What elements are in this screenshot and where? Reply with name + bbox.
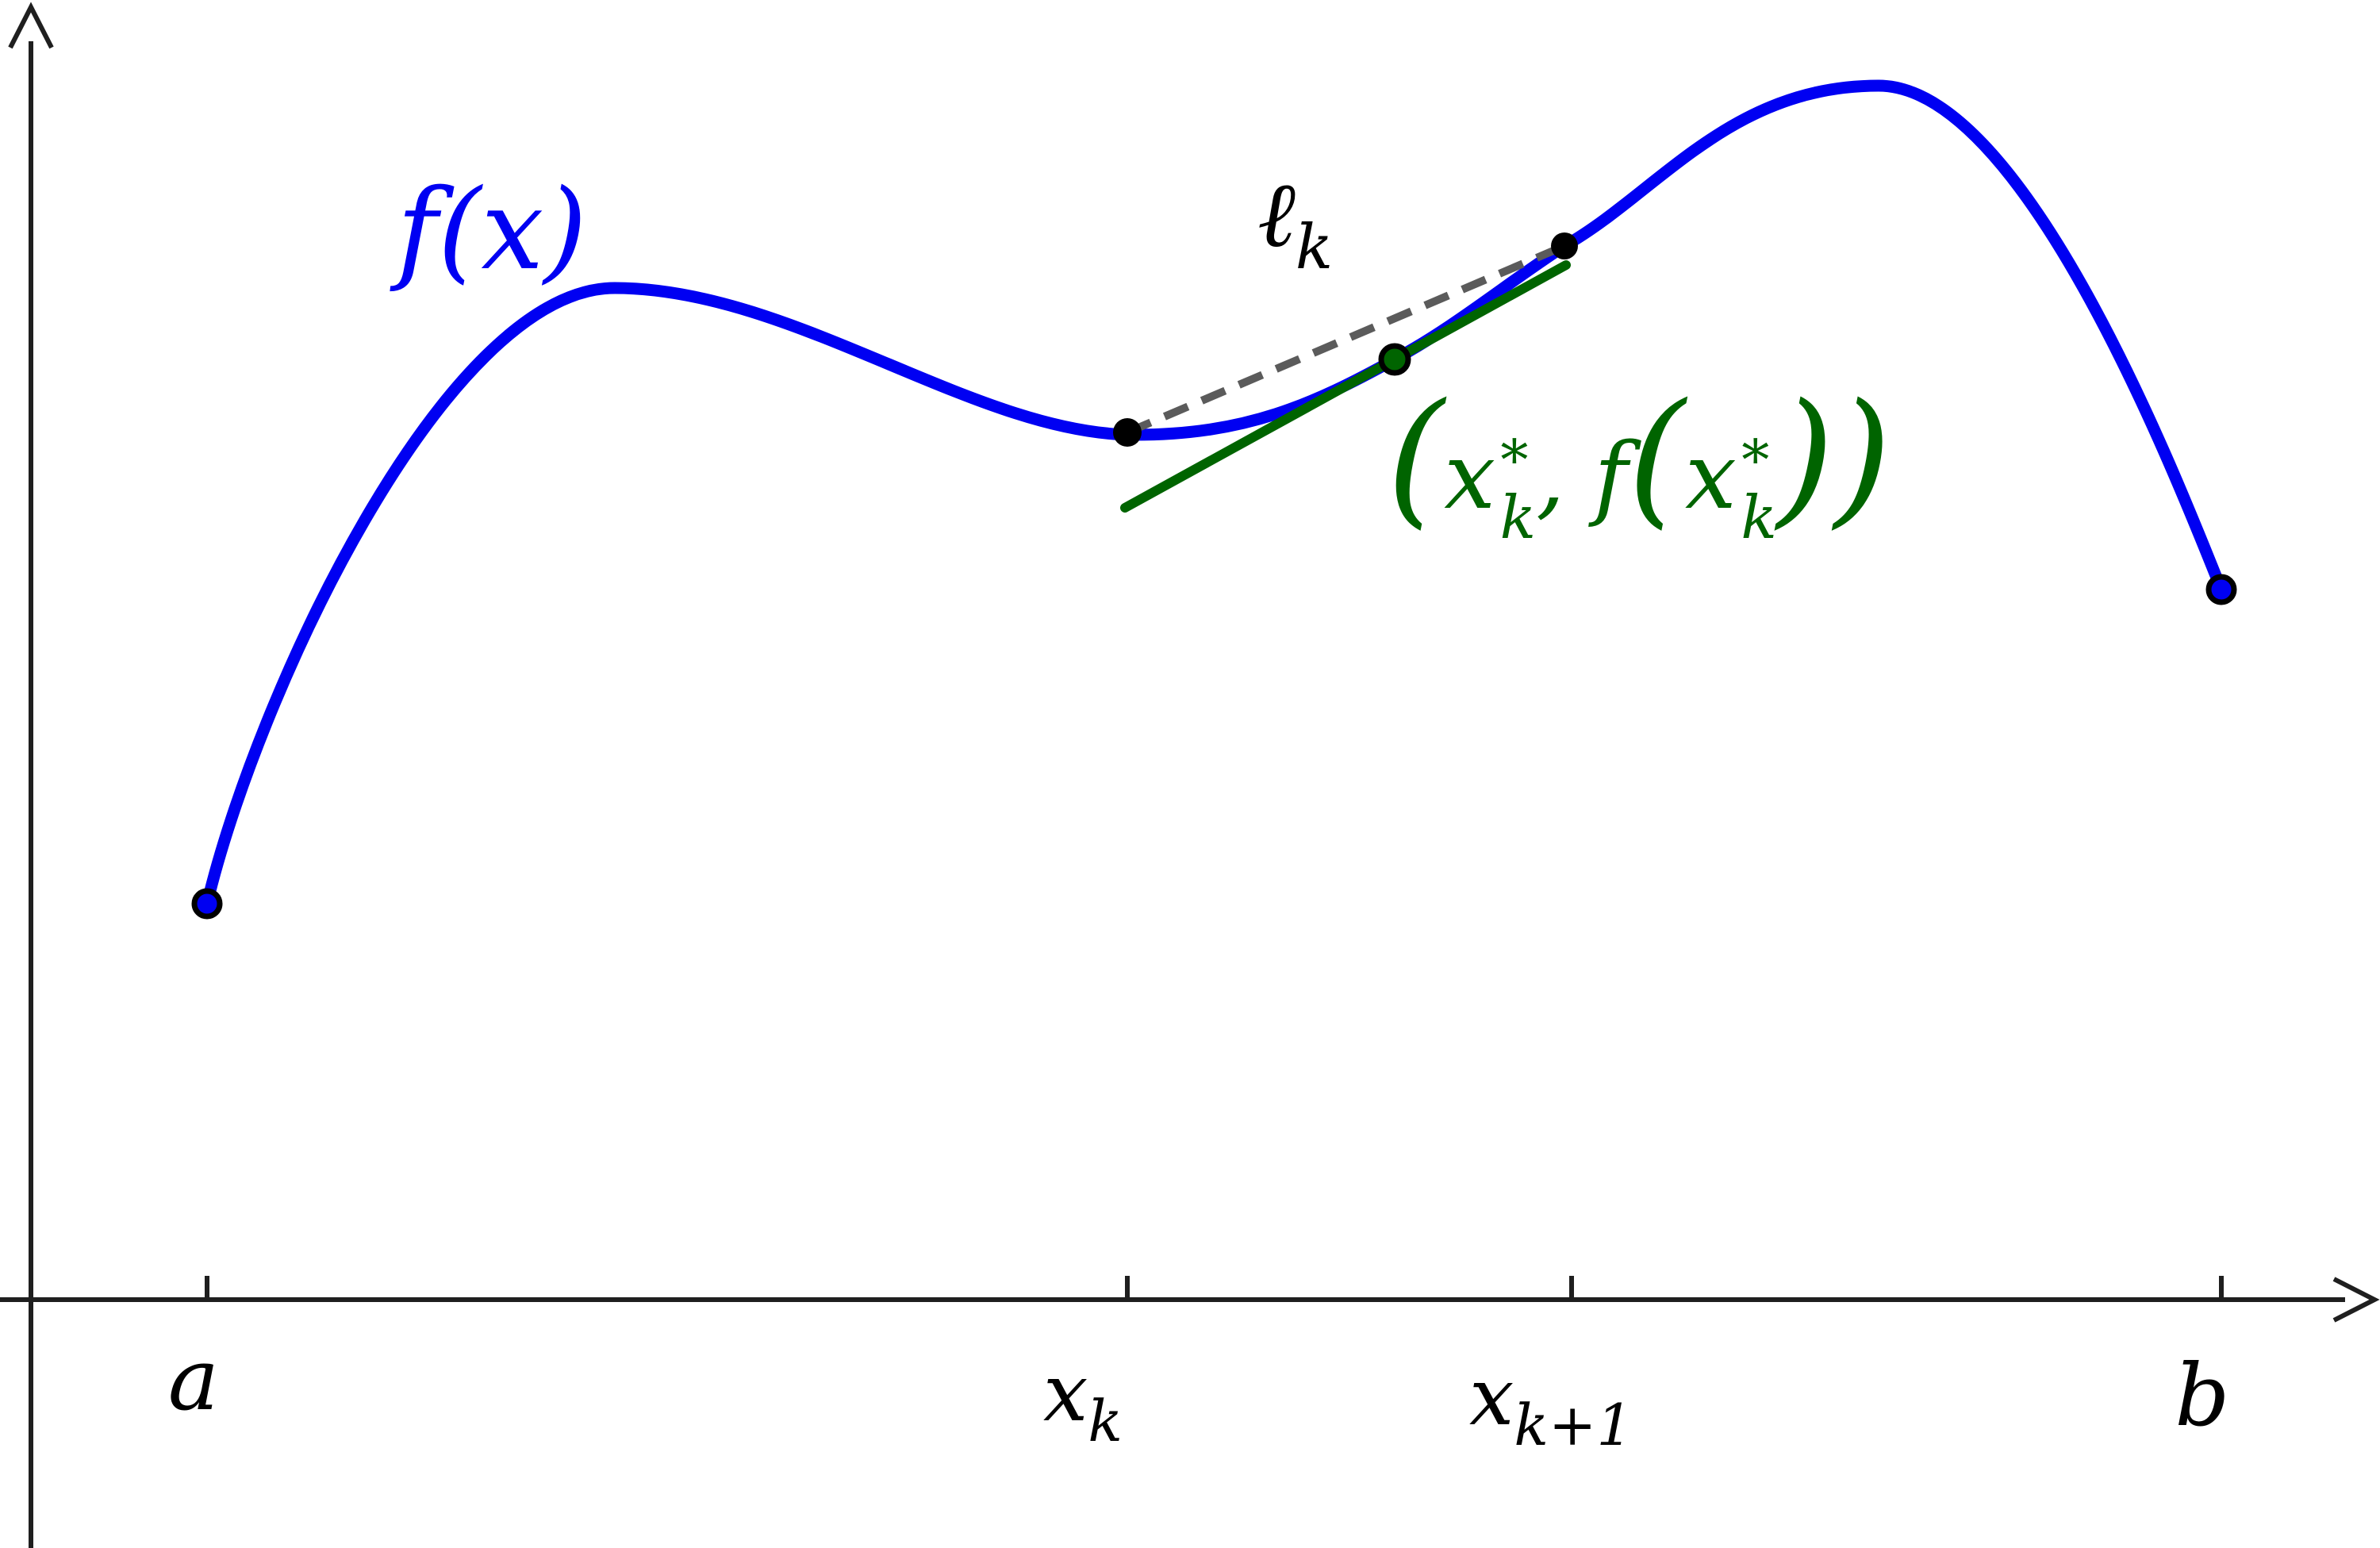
curve-point-xk1-dot bbox=[1551, 232, 1578, 259]
tangent-label-star1: ∗ bbox=[1495, 417, 1534, 482]
tangent-label-mid: , f bbox=[1536, 424, 1641, 530]
tangent-label-sub2: k bbox=[1741, 482, 1776, 552]
function-label: f(x) bbox=[390, 166, 587, 295]
axis-label-xk-sub: k bbox=[1088, 1388, 1123, 1454]
axis-label-xk1: xk+1 bbox=[1469, 1350, 1633, 1458]
secant-label: ℓk bbox=[1257, 162, 1333, 283]
tangent-label-star2: ∗ bbox=[1737, 417, 1775, 482]
axis-label-a: a bbox=[168, 1331, 219, 1430]
tangent-label-sub1: k bbox=[1500, 482, 1536, 552]
endpoint-dot-b bbox=[2205, 574, 2237, 605]
tangent-label-close: )) bbox=[1774, 371, 1891, 543]
endpoint-dot-a bbox=[191, 888, 223, 920]
tangent-label-x1: x bbox=[1444, 424, 1495, 530]
tangent-line bbox=[1120, 260, 1571, 513]
tangent-point-label: (x∗ k, f(x∗ k)) bbox=[1387, 371, 1891, 552]
tangent-label-x2: x bbox=[1685, 424, 1737, 530]
axis-ticks bbox=[205, 1276, 2224, 1302]
axis-label-xk1-sub: k+1 bbox=[1514, 1392, 1633, 1458]
secant-line bbox=[1126, 242, 1566, 436]
tangent-label-open2: ( bbox=[1628, 371, 1688, 543]
axis-label-xk: xk bbox=[1043, 1346, 1123, 1454]
curve-point-xk-dot bbox=[1113, 418, 1142, 447]
tangent-point-dot bbox=[1378, 343, 1411, 376]
tangent-label-open1: ( bbox=[1387, 371, 1447, 543]
secant-label-base: ℓ bbox=[1257, 162, 1296, 268]
axis-label-xk1-base: x bbox=[1469, 1350, 1514, 1443]
y-axis-arrowhead-icon bbox=[8, 2, 54, 49]
axis-label-b: b bbox=[2175, 1346, 2229, 1446]
secant-label-sub: k bbox=[1296, 212, 1333, 283]
x-axis-arrowhead-icon bbox=[2332, 1277, 2380, 1323]
axis-label-xk-base: x bbox=[1043, 1346, 1088, 1439]
